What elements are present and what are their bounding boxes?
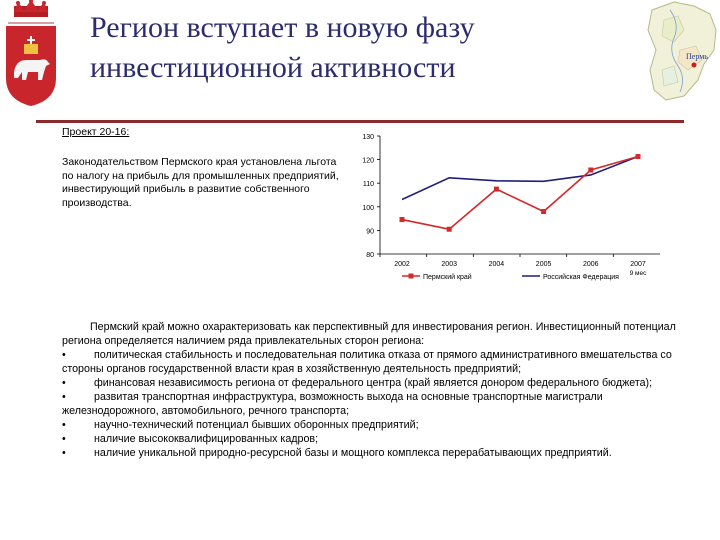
bullet-icon: •: [62, 349, 66, 361]
data-point-perm: [541, 209, 547, 215]
x-tick-label: 2007: [630, 261, 646, 268]
bullet-icon: •: [62, 447, 66, 459]
region-map: Пермь: [644, 0, 720, 108]
intro-text: Пермский край можно охарактеризовать как…: [62, 321, 676, 347]
data-point-perm: [635, 154, 641, 160]
advantage-list-item: • наличие уникальной природно-ресурсной б…: [62, 446, 692, 460]
data-point-perm: [446, 226, 452, 232]
slide-title: Регион вступает в новую фазу инвестицион…: [90, 8, 630, 88]
y-tick-label: 120: [362, 158, 374, 165]
y-tick-label: 110: [363, 181, 374, 188]
y-tick-label: 90: [366, 228, 374, 235]
y-tick-label: 130: [362, 134, 374, 141]
advantage-text: научно-технический потенциал бывших обор…: [94, 419, 419, 431]
chart-svg: 130 120 110 100 90 80 2002 2003 2004 2005 2006 2007…: [362, 134, 660, 281]
project-description: Законодательством Пермского края установ…: [62, 156, 339, 209]
advantage-text: развитая транспортная инфраструктура, во…: [62, 391, 603, 417]
title-line-2: инвестиционной активности: [90, 51, 456, 84]
perm-krai-coat-of-arms: [0, 0, 62, 112]
advantage-text: политическая стабильность и последовател…: [62, 349, 672, 375]
investment-description: Пермский край можно охарактеризовать как…: [62, 320, 692, 460]
advantage-list-item: • наличие высококвалифицированных кадров;: [62, 432, 692, 446]
bullet-icon: •: [62, 391, 66, 403]
data-point-perm: [493, 186, 499, 192]
bullet-icon: •: [62, 377, 66, 389]
x-tick-label: 2005: [536, 261, 552, 268]
data-point-perm: [588, 167, 594, 173]
advantage-text: наличие уникальной природно-ресурсной ба…: [94, 447, 612, 459]
perm-marker-icon: [691, 62, 697, 68]
advantage-list-item: • развитая транспортная инфраструктура, в…: [62, 390, 692, 418]
map-city-label: Пермь: [686, 52, 708, 61]
advantage-list-item: • научно-технический потенциал бывших обо…: [62, 418, 692, 432]
advantages-list: • политическая стабильность и последовате…: [62, 348, 692, 460]
advantage-list-item: • политическая стабильность и последовате…: [62, 348, 692, 376]
data-point-perm: [399, 217, 405, 223]
x-annotation: 9 мес: [630, 270, 648, 277]
advantage-text: наличие высококвалифицированных кадров;: [94, 433, 319, 445]
legend-marker-perm: [408, 273, 414, 279]
bullet-icon: •: [62, 433, 66, 445]
advantage-list-item: • финансовая независимость региона от фед…: [62, 376, 692, 390]
legend-label-russia: Российская Федерация: [543, 273, 619, 281]
x-tick-label: 2006: [583, 261, 599, 268]
x-tick-label: 2002: [394, 261, 410, 268]
title-divider: [36, 120, 684, 123]
y-tick-label: 100: [362, 205, 374, 212]
series-line-perm: [401, 155, 639, 231]
y-tick-label: 80: [366, 252, 374, 259]
growth-index-chart: 130 120 110 100 90 80 2002 2003 2004 2005 2006 2007…: [350, 128, 680, 290]
project-title: Проект 20-16:: [62, 126, 130, 138]
bullet-icon: •: [62, 419, 66, 431]
series-line-russia: [401, 155, 639, 201]
x-tick-label: 2004: [489, 261, 505, 268]
title-line-1: Регион вступает в новую фазу: [90, 11, 475, 44]
legend-label-perm: Пермский край: [423, 273, 472, 281]
x-tick-label: 2003: [441, 261, 457, 268]
advantage-text: финансовая независимость региона от феде…: [94, 377, 653, 389]
